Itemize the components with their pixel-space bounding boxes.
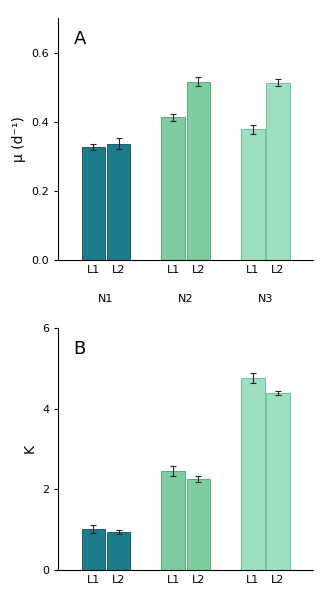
Bar [266,393,290,570]
Bar [162,117,185,260]
Text: B: B [73,340,86,358]
Text: N3: N3 [258,294,273,304]
Text: A: A [73,30,86,48]
Bar [162,471,185,570]
Bar [266,83,290,260]
Bar [187,479,210,570]
Text: N1: N1 [98,294,114,304]
Bar [82,147,105,260]
Bar [241,130,265,260]
Bar [241,379,265,570]
Y-axis label: μ (d⁻¹): μ (d⁻¹) [12,116,26,162]
Bar [107,532,130,570]
Bar [187,82,210,260]
Y-axis label: K: K [22,445,36,454]
Bar [107,143,130,260]
Text: N2: N2 [178,294,193,304]
Bar [82,529,105,570]
